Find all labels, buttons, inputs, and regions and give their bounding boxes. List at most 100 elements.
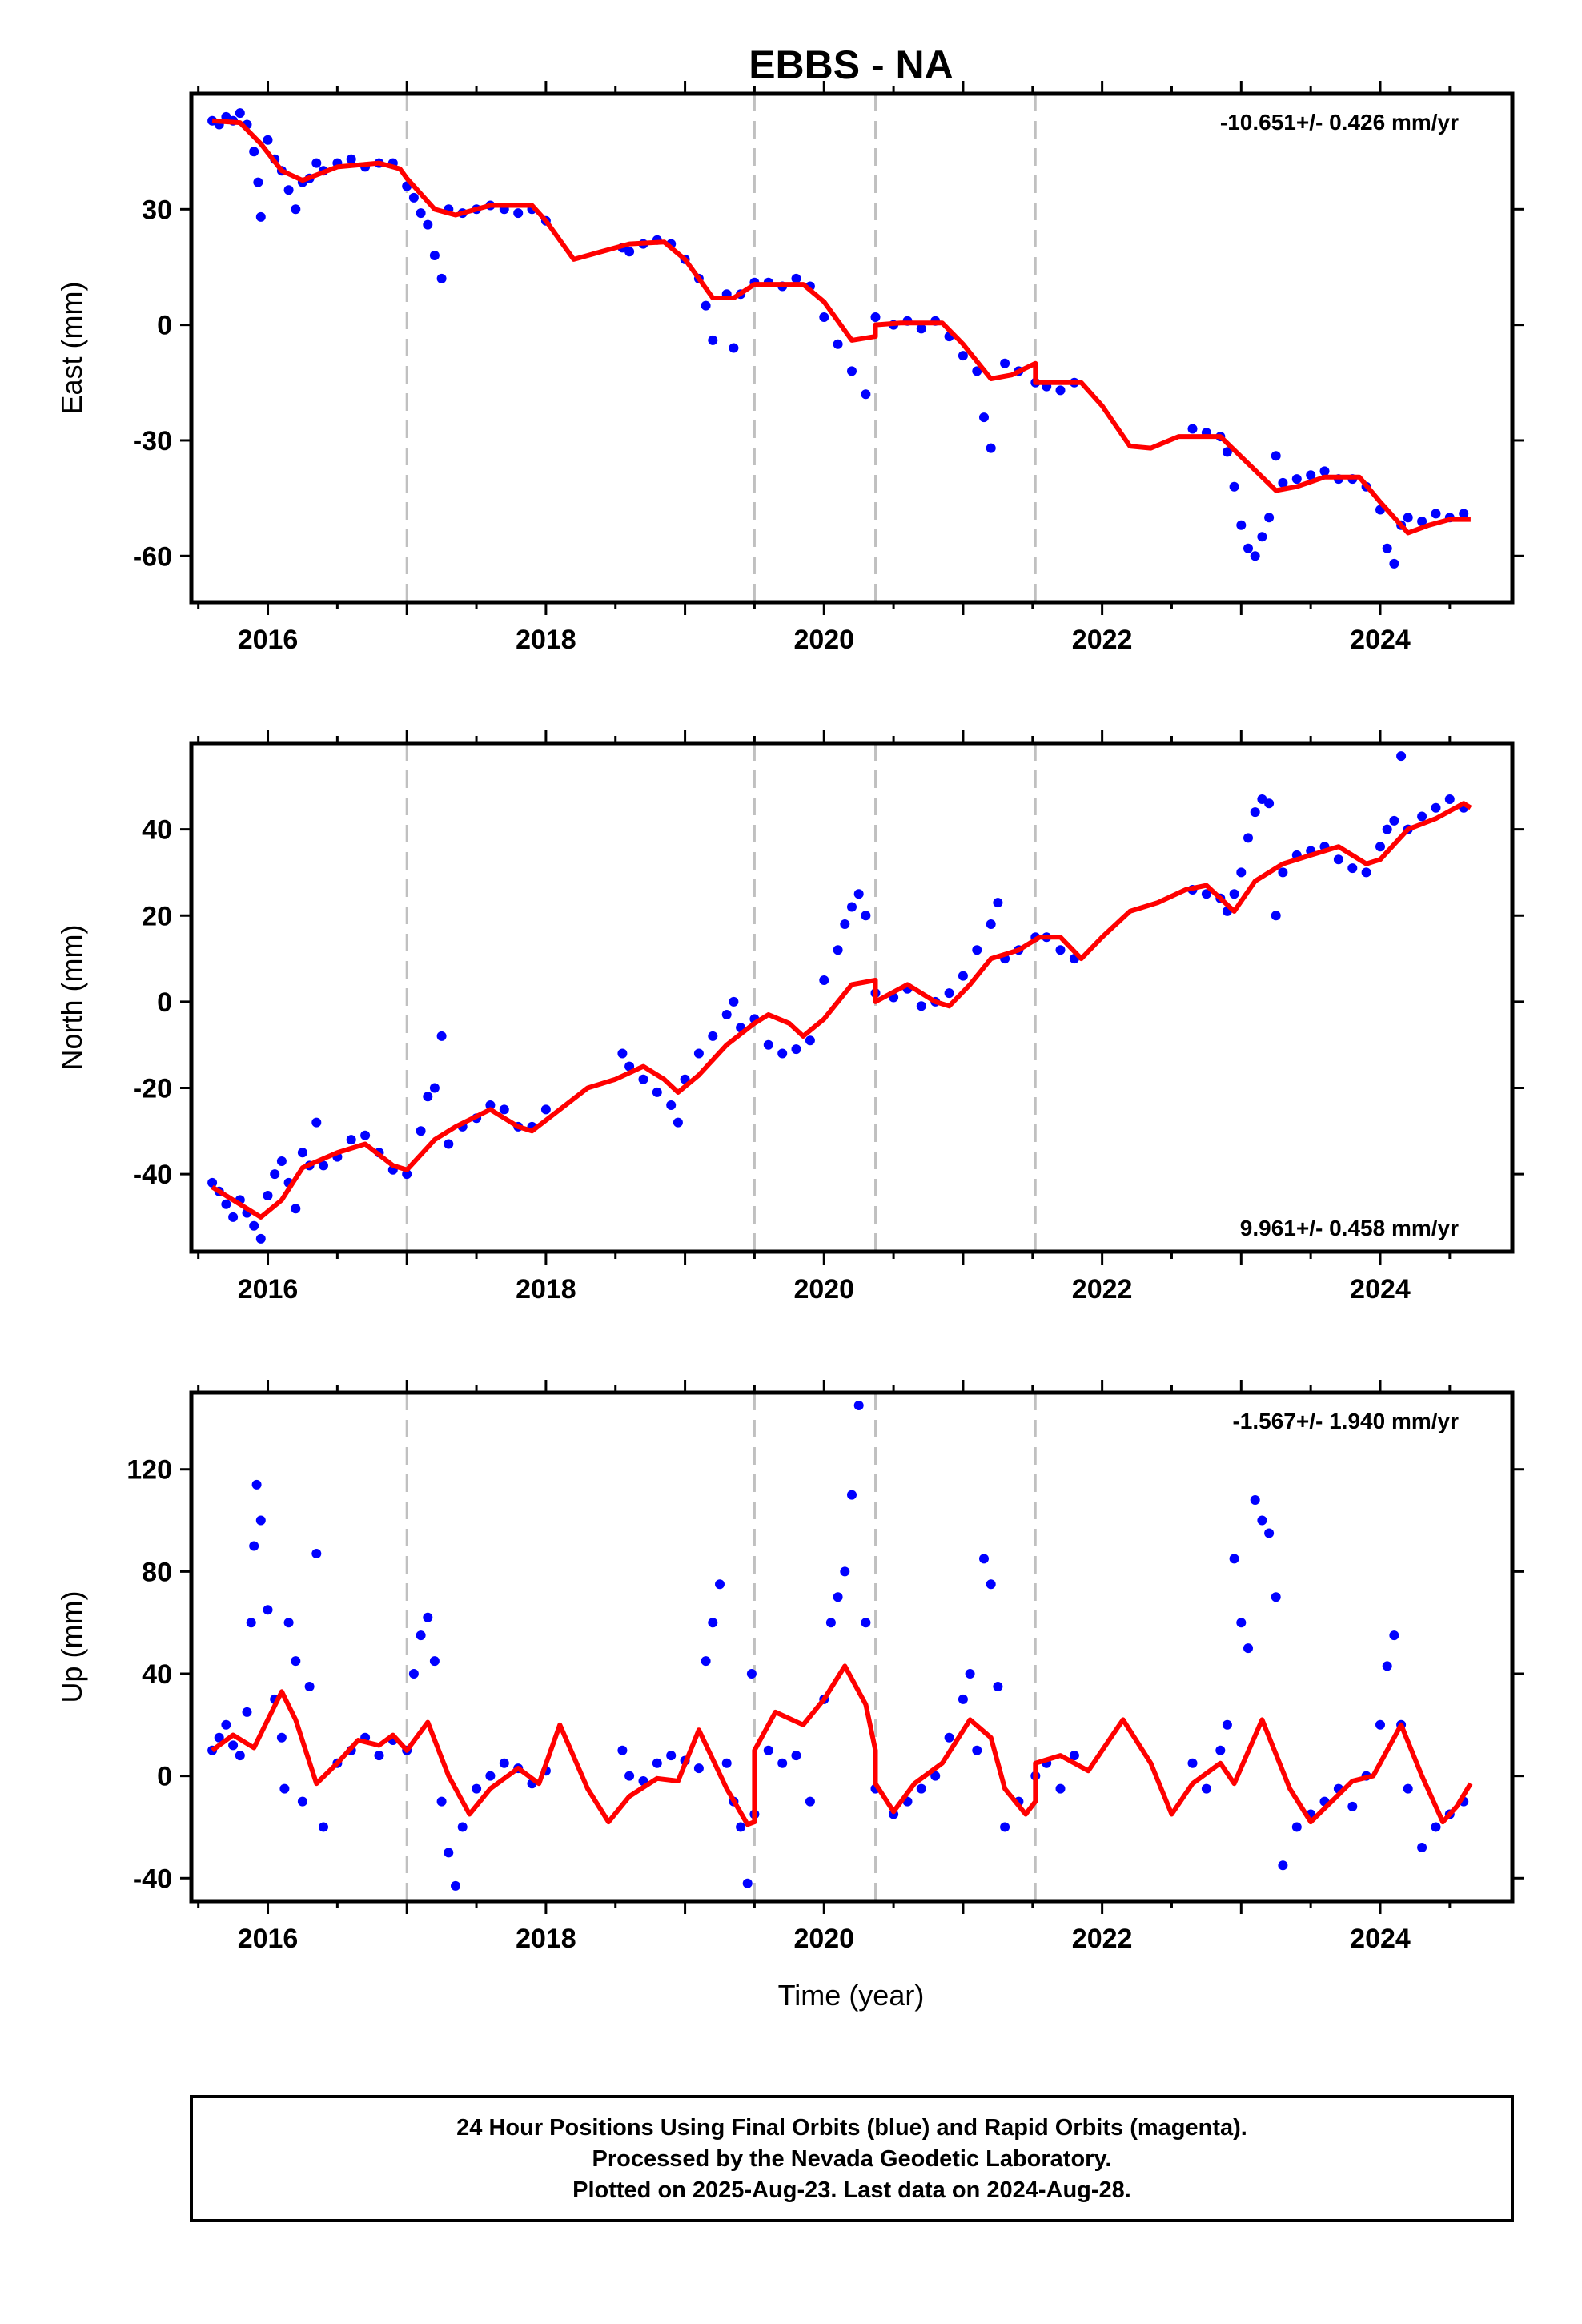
data-point <box>1459 509 1469 519</box>
data-point <box>624 1771 635 1781</box>
x-tick-label: 2024 <box>1350 1274 1411 1305</box>
y-tick-label: -30 <box>133 426 172 456</box>
data-point <box>993 898 1003 908</box>
data-point <box>485 1771 496 1781</box>
data-point <box>833 945 843 955</box>
data-point <box>1347 1801 1358 1811</box>
y-tick-label: 120 <box>126 1455 172 1486</box>
data-point <box>1382 824 1392 834</box>
data-point <box>1431 509 1441 519</box>
data-point <box>958 1694 968 1704</box>
plot-frame <box>189 1390 1515 1904</box>
data-point <box>1417 517 1427 526</box>
data-point <box>805 1796 815 1807</box>
x-tick-label: 2020 <box>793 1274 854 1305</box>
data-point <box>617 1745 628 1755</box>
data-point <box>1000 358 1010 368</box>
data-point <box>763 1039 773 1050</box>
data-point <box>246 1618 256 1628</box>
data-point <box>423 1612 433 1622</box>
data-point <box>965 1669 975 1679</box>
data-point <box>1417 1843 1427 1852</box>
data-point <box>979 412 989 423</box>
data-point <box>1431 1822 1441 1832</box>
data-point <box>255 211 266 222</box>
y-tick-label: 0 <box>157 1762 172 1792</box>
data-point <box>666 1751 677 1761</box>
footer-line-1: 24 Hour Positions Using Final Orbits (bl… <box>456 2115 1247 2141</box>
panels-group: -60 -30 0 30 2016 2018 2020 2022 2024 East (mm) -1… <box>55 81 1524 1954</box>
data-point <box>374 1751 384 1761</box>
y-axis-label: Up (mm) <box>55 1591 88 1703</box>
data-point <box>1278 477 1288 488</box>
panel-up: -40 0 40 80 120 2016 2018 2020 2022 2024 Up (mm) -1… <box>55 1380 1524 1954</box>
rate-annotation: -10.651+/- 0.426 mm/yr <box>1220 110 1459 135</box>
data-point <box>1291 1822 1302 1832</box>
data-point <box>249 147 259 157</box>
data-point <box>1236 520 1247 530</box>
data-point <box>214 1732 224 1743</box>
plot-area <box>207 1401 1473 1891</box>
data-point <box>729 996 739 1007</box>
data-point <box>444 1848 454 1858</box>
data-point <box>297 1796 307 1807</box>
data-point <box>416 1630 426 1641</box>
data-point <box>1222 447 1232 457</box>
panel-east: -60 -30 0 30 2016 2018 2020 2022 2024 East (mm) -1… <box>55 81 1524 655</box>
x-tick-label: 2016 <box>238 1924 299 1954</box>
data-point <box>791 1751 801 1761</box>
data-point <box>1264 1528 1275 1538</box>
data-point <box>1396 751 1407 762</box>
data-point <box>1229 481 1239 492</box>
data-point <box>263 1191 273 1200</box>
data-point <box>402 1169 412 1180</box>
data-point <box>840 919 850 929</box>
y-tick-label: -20 <box>133 1074 172 1104</box>
data-point <box>228 1212 239 1222</box>
data-point <box>319 1822 328 1832</box>
data-point <box>228 1740 239 1751</box>
data-point <box>819 975 829 985</box>
data-point <box>777 1048 788 1059</box>
data-point <box>235 1751 245 1761</box>
y-tick-label: -40 <box>133 1864 172 1894</box>
data-point <box>979 1554 989 1564</box>
data-point <box>540 1104 551 1115</box>
y-axis-label: North (mm) <box>55 925 88 1071</box>
data-point <box>429 1083 440 1093</box>
data-point <box>1403 1783 1413 1794</box>
data-point <box>436 1031 447 1041</box>
data-point <box>291 204 301 215</box>
data-point <box>423 1092 433 1102</box>
data-point <box>617 1048 628 1059</box>
data-point <box>1215 1745 1226 1755</box>
data-point <box>624 247 635 257</box>
data-point <box>1431 802 1441 813</box>
data-point <box>870 312 881 322</box>
data-point <box>304 1682 315 1691</box>
data-point <box>311 158 322 168</box>
data-point <box>1333 854 1343 865</box>
data-point <box>791 273 801 283</box>
data-point <box>763 1745 773 1755</box>
data-point <box>1055 945 1066 955</box>
x-tick-label: 2018 <box>516 1924 576 1954</box>
data-point <box>736 1822 746 1832</box>
data-point <box>499 1104 509 1115</box>
data-point <box>1271 451 1281 461</box>
data-point <box>1264 798 1275 809</box>
data-point <box>283 185 294 195</box>
data-point <box>1389 815 1399 826</box>
data-point <box>853 1401 864 1410</box>
model-fit-line <box>211 801 1472 1220</box>
data-point <box>1250 1495 1260 1505</box>
data-point <box>693 1048 704 1059</box>
data-point <box>311 1117 322 1128</box>
data-point <box>930 1771 941 1781</box>
y-tick-label: 20 <box>142 901 172 931</box>
data-point <box>944 1732 954 1743</box>
data-point <box>1243 1643 1253 1654</box>
data-point <box>472 1783 482 1794</box>
y-tick-label: -40 <box>133 1160 172 1190</box>
